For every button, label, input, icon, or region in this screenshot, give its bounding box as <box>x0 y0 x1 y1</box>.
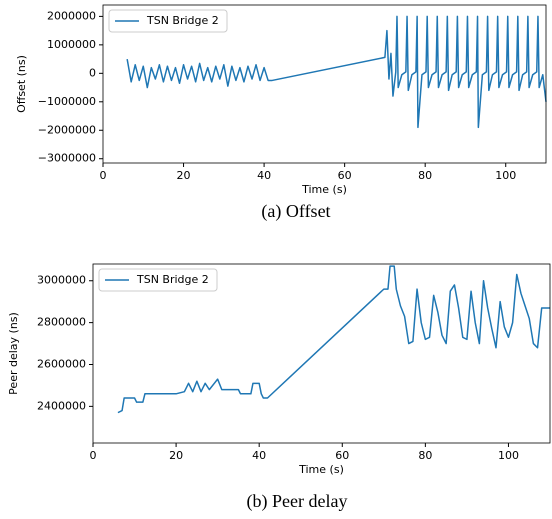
data-line <box>117 265 550 414</box>
caption: (a) Offset <box>261 201 330 222</box>
x-axis-label: Time (s) <box>301 183 347 196</box>
x-tick-label: 40 <box>257 169 271 182</box>
y-tick-label: −1000000 <box>38 95 96 108</box>
axes-frame <box>92 263 551 444</box>
y-tick-label: −3000000 <box>38 152 96 165</box>
y-tick-label: 1000000 <box>47 38 96 51</box>
x-tick-label: 20 <box>177 169 191 182</box>
x-tick-label: 20 <box>169 449 183 462</box>
y-tick-label: 2000000 <box>47 9 96 22</box>
x-tick-label: 80 <box>418 169 432 182</box>
x-tick-label: 0 <box>90 449 97 462</box>
x-tick-label: 100 <box>498 449 519 462</box>
y-tick-label: 2800000 <box>37 316 86 329</box>
legend-label: TSN Bridge 2 <box>136 273 209 286</box>
y-tick-label: 2400000 <box>37 399 86 412</box>
data-line <box>126 15 547 129</box>
y-axis-label: Offset (ns) <box>15 55 28 113</box>
x-tick-label: 60 <box>335 449 349 462</box>
y-tick-label: 3000000 <box>37 274 86 287</box>
axes-frame <box>102 4 547 164</box>
y-tick-label: 0 <box>89 66 96 79</box>
x-tick-label: 80 <box>418 449 432 462</box>
legend-box <box>108 9 228 33</box>
y-tick-label: 2600000 <box>37 357 86 370</box>
legend-box <box>98 268 218 292</box>
x-tick-label: 60 <box>338 169 352 182</box>
legend-label: TSN Bridge 2 <box>146 14 219 27</box>
x-tick-label: 40 <box>252 449 266 462</box>
y-tick-label: −2000000 <box>38 123 96 136</box>
caption: (b) Peer delay <box>247 491 348 512</box>
y-axis-label: Peer delay (ns) <box>7 312 20 395</box>
x-tick-label: 0 <box>100 169 107 182</box>
x-axis-label: Time (s) <box>298 463 344 476</box>
x-tick-label: 100 <box>495 169 516 182</box>
